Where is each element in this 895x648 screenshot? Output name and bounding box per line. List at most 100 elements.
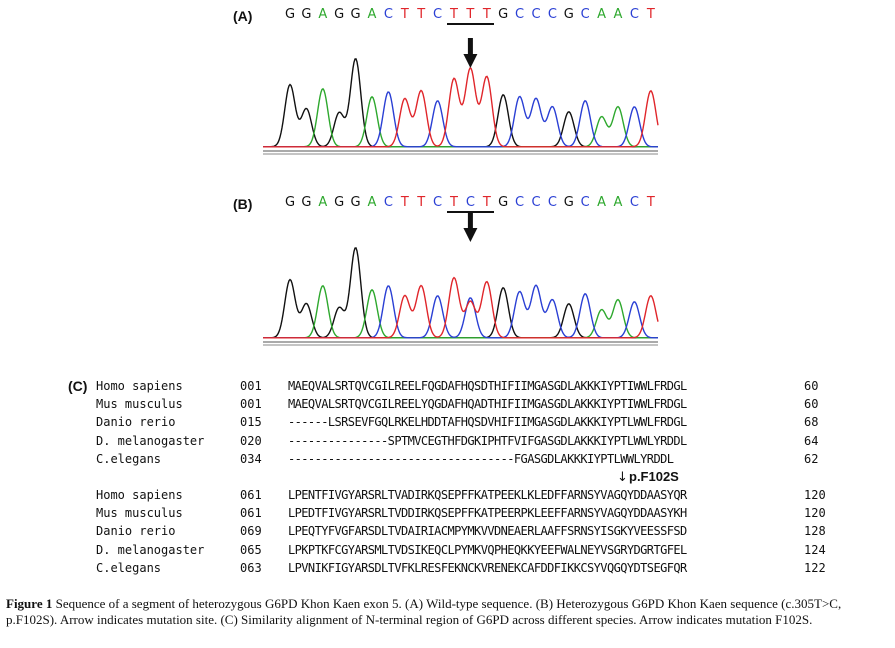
alignment-end-position: 60 — [804, 379, 819, 393]
alignment-start-position: 001 — [240, 379, 262, 393]
base-letter: G — [301, 195, 312, 210]
base-letter: T — [417, 195, 426, 210]
alignment-start-position: 015 — [240, 415, 262, 430]
base-letter: C — [383, 7, 393, 22]
codon-underline — [447, 211, 495, 213]
panel-b-label: (B) — [233, 196, 253, 212]
figure-caption-label: Figure 1 — [6, 596, 53, 611]
trace-t — [263, 276, 659, 339]
base-letter: G — [284, 195, 296, 210]
base-letter: T — [646, 7, 655, 22]
base-letter: G — [301, 7, 312, 22]
base-letter: G — [334, 7, 345, 22]
base-letter: C — [515, 195, 525, 210]
base-letter: G — [563, 195, 574, 210]
base-letter: C — [531, 7, 541, 22]
alignment-end-position: 60 — [804, 397, 819, 412]
base-letter: G — [563, 7, 574, 22]
mutation-site-arrow-icon — [467, 212, 473, 230]
base-letter: G — [350, 195, 361, 210]
base-letter: T — [646, 195, 655, 210]
alignment-sequence: ---------------SPTMVCEGTHFDGKIPHTFVIFGAS… — [288, 433, 687, 448]
base-letter: T — [466, 7, 475, 22]
base-letter: T — [482, 195, 491, 210]
base-letter: T — [400, 195, 409, 210]
alignment-block-2: Homo sapiens 061 LPENTFIVGYARSRLTVADIRKQSE… — [96, 488, 876, 583]
base-letter: C — [629, 7, 639, 22]
base-letter: C — [433, 195, 443, 210]
alignment-species: Mus musculus — [96, 397, 183, 412]
base-letter: C — [629, 195, 639, 210]
base-letter: G — [284, 7, 296, 22]
alignment-start-position: 034 — [240, 451, 262, 466]
alignment-species: Homo sapiens — [96, 379, 183, 393]
alignment-species: C.elegans — [96, 451, 162, 466]
alignment-block-1: Homo sapiens 001 MAEQVALSRTQVCGILREELFQGDA… — [96, 379, 876, 474]
alignment-sequence: ----------------------------------FGASGD… — [288, 451, 674, 466]
figure-caption-text: Sequence of a segment of heterozygous G6… — [6, 596, 842, 627]
alignment-sequence: LPEQTYFVGFARSDLTVDAIRIACMPYMKVVDNEAERLAA… — [288, 524, 687, 539]
alignment-species: D. melanogaster — [96, 433, 205, 448]
base-letter: T — [400, 7, 409, 22]
alignment-start-position: 061 — [240, 506, 262, 521]
panel-a-label: (A) — [233, 8, 253, 24]
base-letter: G — [350, 7, 361, 22]
base-letter: C — [465, 195, 475, 210]
base-letter: A — [613, 7, 623, 22]
alignment-start-position: 063 — [240, 560, 262, 575]
base-letter: C — [547, 195, 557, 210]
base-letter: A — [367, 195, 377, 210]
alignment-start-position: 069 — [240, 524, 262, 539]
base-letter: C — [580, 195, 590, 210]
base-letter: T — [417, 7, 426, 22]
base-letter: A — [367, 7, 377, 22]
alignment-species: C.elegans — [96, 560, 162, 575]
base-letter: G — [498, 7, 509, 22]
alignment-end-position: 120 — [804, 506, 826, 521]
alignment-start-position: 061 — [240, 488, 262, 502]
panel-c-label: (C) — [68, 378, 88, 394]
alignment-sequence: MAEQVALSRTQVCGILREELFQGDAFHQSDTHIFIIMGAS… — [288, 379, 687, 393]
trace-g — [263, 247, 658, 339]
base-letter: A — [597, 195, 607, 210]
alignment-end-position: 62 — [804, 451, 819, 466]
alignment-start-position: 020 — [240, 433, 262, 448]
alignment-end-position: 128 — [804, 524, 826, 539]
base-letter: C — [580, 7, 590, 22]
panel-a-chromatogram — [263, 38, 659, 155]
base-letter: C — [547, 7, 557, 22]
trace-c — [263, 284, 658, 339]
alignment-sequence: ------LSRSEVFGQLRKELHDDTAFHQSDVHIFIIMGAS… — [288, 415, 687, 430]
base-letter: A — [318, 195, 328, 210]
alignment-end-position: 122 — [804, 560, 826, 575]
base-letter: G — [334, 195, 345, 210]
alignment-sequence: MAEQVALSRTQVCGILREELYQGDAFHQADTHIFIIMGAS… — [288, 397, 687, 412]
base-letter: C — [515, 7, 525, 22]
codon-underline — [447, 23, 495, 25]
base-letter: G — [498, 195, 509, 210]
mutation-arrow-icon: ↓ — [617, 470, 628, 485]
base-letter: T — [482, 7, 491, 22]
alignment-end-position: 124 — [804, 542, 826, 557]
base-letter: A — [613, 195, 623, 210]
base-letter: C — [383, 195, 393, 210]
alignment-sequence: LPVNIKFIGYARSDLTVFKLRESFEKNCKVRENEKCAFDD… — [288, 560, 687, 575]
trace-a — [263, 284, 658, 339]
base-letter: T — [450, 7, 458, 22]
alignment-species: Danio rerio — [96, 415, 176, 430]
alignment-sequence: LPENTFIVGYARSRLTVADIRKQSEPFFKATPEEKLKLED… — [288, 488, 687, 502]
panel-b-chromatogram — [263, 212, 659, 346]
base-letter: C — [433, 7, 443, 22]
mutation-site-arrow-icon — [467, 38, 473, 56]
alignment-species: Danio rerio — [96, 524, 176, 539]
base-letter: C — [531, 195, 541, 210]
alignment-end-position: 64 — [804, 433, 819, 448]
mutation-site-arrow-icon — [463, 54, 478, 68]
alignment-start-position: 065 — [240, 542, 262, 557]
alignment-end-position: 68 — [804, 415, 819, 430]
alignment-start-position: 001 — [240, 397, 262, 412]
base-letter: T — [450, 195, 458, 210]
alignment-species: Mus musculus — [96, 506, 183, 521]
mutation-site-arrow-icon — [463, 228, 478, 242]
